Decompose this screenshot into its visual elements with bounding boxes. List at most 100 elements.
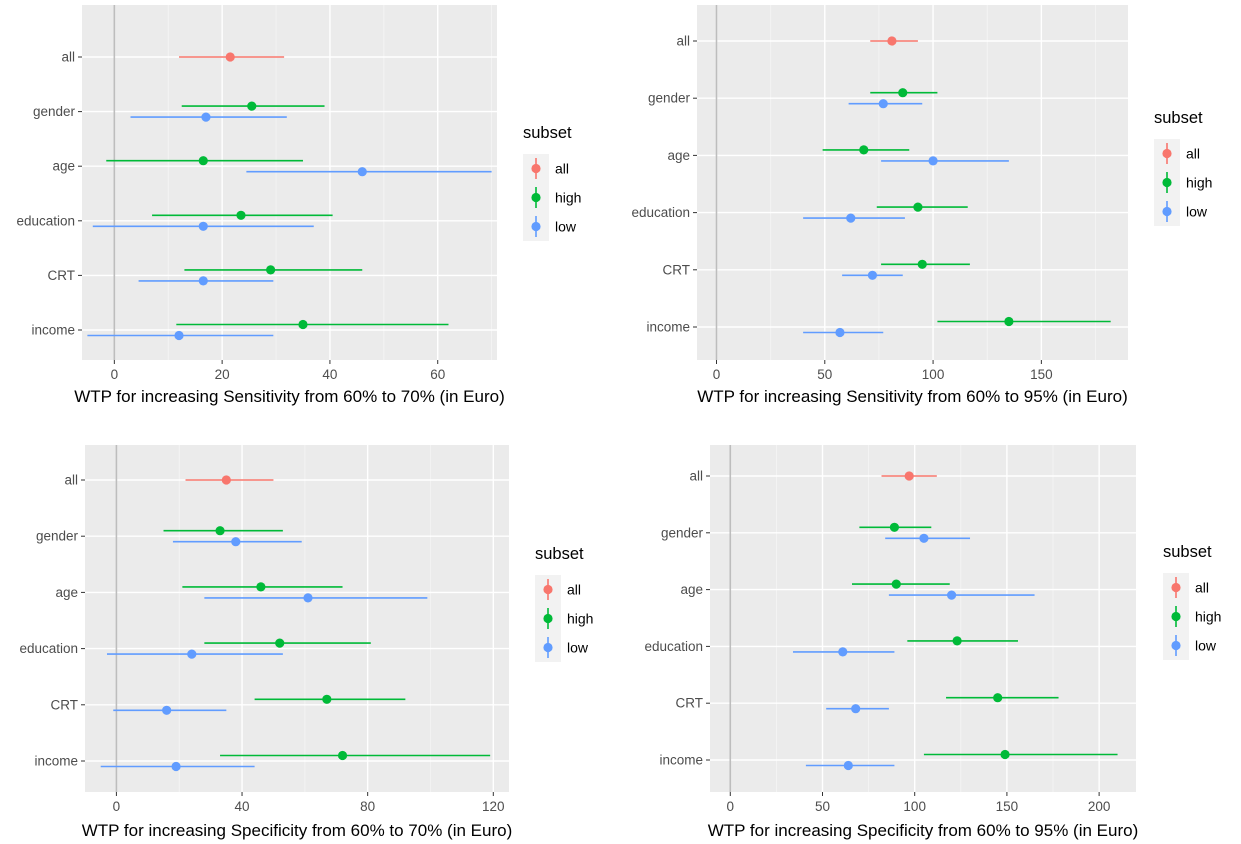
point-high-education bbox=[275, 638, 285, 648]
chart-panel-sensitivity-70: all gender age education CRT income 0 20 40 60 WTP… bbox=[16, 5, 581, 406]
y-tick-label-age: age bbox=[667, 148, 690, 163]
y-tick-label-gender: gender bbox=[33, 104, 76, 119]
x-axis-title: WTP for increasing Specificity from 60% … bbox=[708, 821, 1139, 840]
x-tick-label: 100 bbox=[903, 799, 926, 814]
point-low-gender bbox=[919, 533, 929, 543]
point-high-income bbox=[1004, 316, 1014, 327]
point-low-income bbox=[835, 327, 845, 338]
legend: subset all high low bbox=[523, 124, 581, 241]
x-tick-label: 0 bbox=[713, 367, 721, 382]
legend-key-point-high bbox=[543, 613, 553, 624]
point-low-age bbox=[303, 593, 313, 603]
point-low-education bbox=[838, 647, 848, 657]
point-high-gender bbox=[898, 88, 908, 98]
point-high-gender bbox=[247, 101, 257, 111]
point-high-education bbox=[913, 202, 923, 212]
legend-key-point-low bbox=[1171, 640, 1181, 651]
point-high-gender bbox=[889, 522, 900, 532]
point-high-education bbox=[952, 636, 962, 646]
panel-background bbox=[85, 445, 509, 792]
chart-panel-specificity-70: all gender age education CRT income 0 40 80 120 WT… bbox=[19, 445, 593, 840]
legend-key-point-low bbox=[531, 221, 541, 232]
legend-label-high: high bbox=[555, 190, 581, 206]
legend-label-all: all bbox=[567, 582, 581, 598]
point-low-age bbox=[357, 167, 367, 177]
x-tick-label: 0 bbox=[727, 799, 735, 814]
point-low-income bbox=[174, 330, 184, 341]
point-all-all bbox=[221, 475, 231, 485]
x-axis-title: WTP for increasing Sensitivity from 60% … bbox=[697, 387, 1128, 406]
point-low-education bbox=[187, 649, 197, 659]
y-tick-label-all: all bbox=[689, 469, 703, 484]
x-tick-label: 20 bbox=[215, 367, 230, 382]
point-low-gender bbox=[878, 99, 888, 109]
x-axis-title: WTP for increasing Specificity from 60% … bbox=[82, 821, 513, 840]
legend-label-low: low bbox=[1195, 638, 1217, 654]
legend-key-point-low bbox=[1162, 206, 1172, 217]
x-axis-title: WTP for increasing Sensitivity from 60% … bbox=[74, 387, 505, 406]
legend-key-point-all bbox=[531, 163, 541, 174]
point-high-income bbox=[298, 319, 308, 330]
legend-key-point-high bbox=[1171, 611, 1181, 622]
legend-title: subset bbox=[1154, 109, 1203, 127]
legend-key-point-all bbox=[1162, 148, 1172, 159]
panel-background bbox=[710, 445, 1136, 792]
point-all-all bbox=[904, 471, 914, 481]
chart-panel-sensitivity-95: all gender age education CRT income 0 50 100 150 W… bbox=[631, 5, 1212, 406]
legend-title: subset bbox=[523, 124, 572, 142]
legend-key-point-high bbox=[531, 192, 541, 203]
point-high-education bbox=[236, 210, 246, 220]
panel-background bbox=[82, 5, 497, 360]
y-tick-label-education: education bbox=[644, 639, 703, 654]
point-low-income bbox=[843, 760, 853, 771]
y-tick-label-income: income bbox=[34, 754, 78, 769]
point-all-all bbox=[887, 36, 897, 46]
point-high-income bbox=[1000, 749, 1010, 760]
point-low-education bbox=[198, 221, 208, 231]
y-tick-label-gender: gender bbox=[661, 525, 704, 540]
legend-label-high: high bbox=[567, 611, 593, 627]
point-high-age bbox=[859, 145, 869, 155]
y-tick-label-education: education bbox=[631, 205, 690, 220]
legend-title: subset bbox=[535, 545, 584, 563]
y-tick-label-all: all bbox=[64, 473, 78, 488]
point-low-gender bbox=[231, 537, 241, 547]
x-tick-label: 60 bbox=[430, 367, 445, 382]
point-low-crt bbox=[198, 276, 208, 286]
x-tick-label: 150 bbox=[996, 799, 1019, 814]
legend: subset all high low bbox=[535, 545, 593, 662]
x-tick-label: 0 bbox=[113, 799, 121, 814]
legend-label-low: low bbox=[567, 640, 589, 656]
legend-label-low: low bbox=[555, 219, 577, 235]
legend-key-point-low bbox=[543, 642, 553, 653]
y-tick-label-all: all bbox=[676, 34, 690, 49]
legend-label-all: all bbox=[555, 161, 569, 177]
y-tick-label-education: education bbox=[16, 213, 75, 228]
point-high-crt bbox=[322, 694, 332, 704]
point-low-age bbox=[946, 590, 957, 600]
y-tick-label-crt: CRT bbox=[675, 696, 703, 711]
chart-panel-specificity-95: all gender age education CRT income 0 50 100 150 2… bbox=[644, 445, 1221, 840]
y-tick-label-age: age bbox=[52, 159, 75, 174]
x-tick-label: 100 bbox=[922, 367, 945, 382]
point-high-age bbox=[256, 582, 266, 592]
x-tick-label: 0 bbox=[111, 367, 119, 382]
y-tick-label-age: age bbox=[680, 582, 703, 597]
y-tick-label-education: education bbox=[19, 641, 78, 656]
y-tick-label-age: age bbox=[55, 585, 78, 600]
point-low-crt bbox=[867, 270, 878, 280]
y-tick-label-crt: CRT bbox=[47, 268, 75, 283]
y-tick-label-gender: gender bbox=[36, 529, 79, 544]
legend-label-high: high bbox=[1186, 175, 1212, 191]
y-tick-label-gender: gender bbox=[648, 91, 691, 106]
y-tick-label-crt: CRT bbox=[662, 262, 690, 277]
legend: subset all high low bbox=[1163, 543, 1221, 660]
y-tick-label-crt: CRT bbox=[50, 697, 78, 712]
point-low-income bbox=[171, 761, 181, 772]
x-tick-label: 40 bbox=[235, 799, 250, 814]
y-tick-label-income: income bbox=[659, 753, 703, 768]
point-high-gender bbox=[215, 526, 225, 536]
legend-label-high: high bbox=[1195, 609, 1221, 625]
panel-background bbox=[697, 5, 1128, 360]
